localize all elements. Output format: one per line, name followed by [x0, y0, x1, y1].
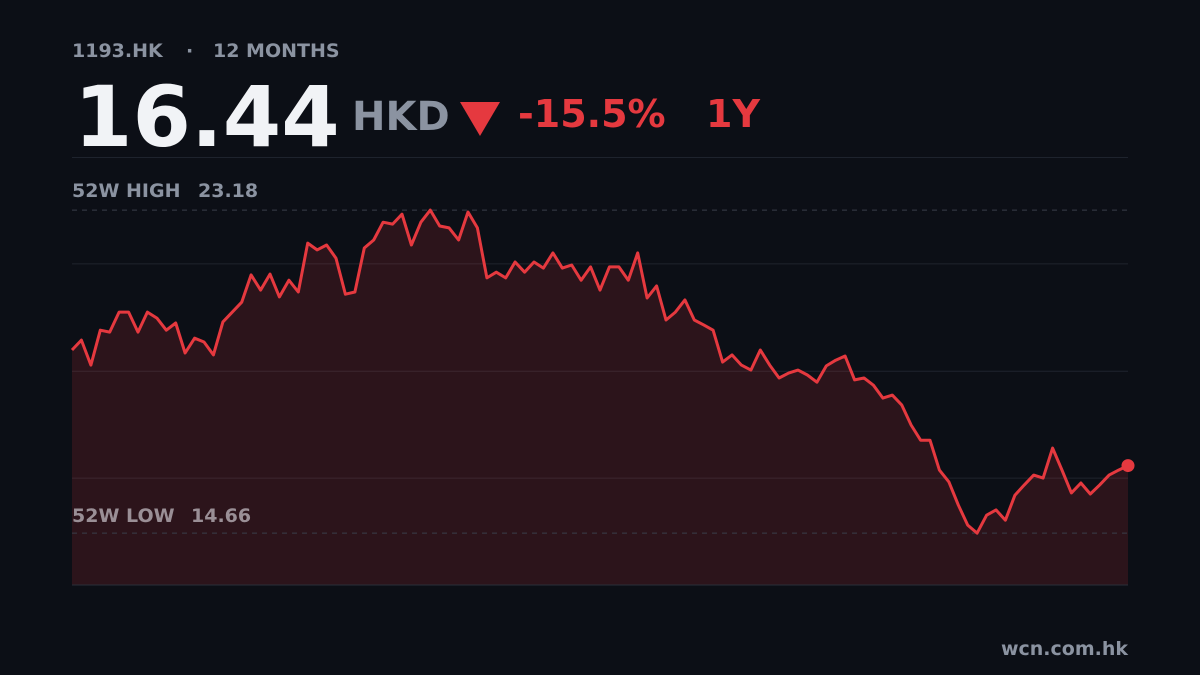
source: wcn.com.hk	[1001, 638, 1128, 660]
plot	[70, 208, 1135, 586]
period: 12 MONTHS	[213, 40, 340, 62]
low-value: 14.66	[191, 505, 251, 527]
price: 16.44	[74, 68, 340, 166]
change: -15.5%	[518, 92, 666, 136]
down-arrow	[460, 102, 500, 136]
low-label: 52W LOW	[72, 505, 175, 527]
separator-dot: ·	[186, 40, 193, 62]
last-point	[1121, 459, 1135, 473]
high-value: 23.18	[198, 180, 258, 202]
ticker: 1193.HK	[72, 40, 164, 62]
currency: HKD	[352, 94, 450, 140]
high-label: 52W HIGH	[72, 180, 180, 202]
price-line	[70, 208, 1129, 535]
range: 1Y	[706, 92, 760, 136]
area	[72, 210, 1128, 585]
